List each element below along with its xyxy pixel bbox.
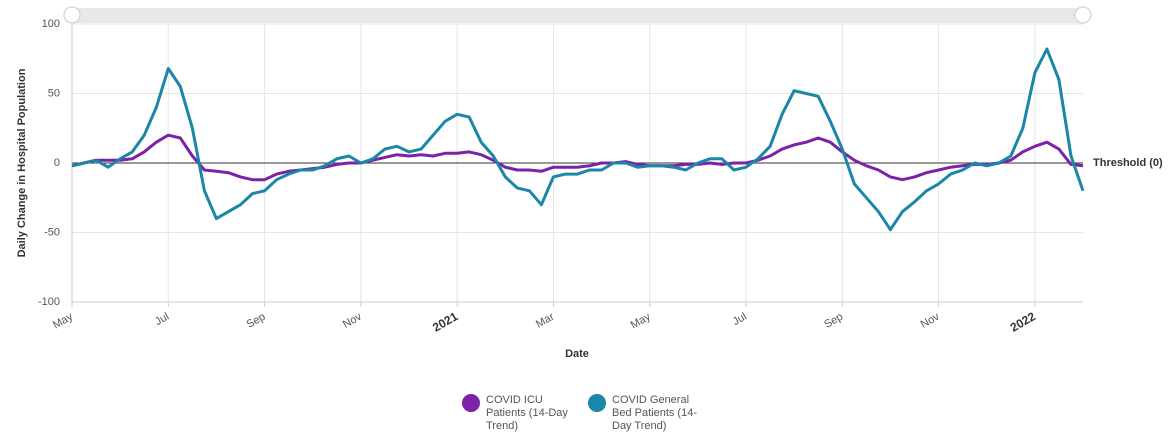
- x-tick-label: Mar: [534, 311, 557, 331]
- x-tick-label: Sep: [822, 311, 845, 331]
- navigator[interactable]: [64, 8, 1090, 23]
- threshold-label: Threshold (0): [1093, 157, 1163, 169]
- x-tick-label: Jul: [731, 311, 749, 328]
- legend-swatch: [462, 394, 480, 412]
- legend-item[interactable]: COVID ICU Patients (14-Day Trend): [462, 394, 578, 433]
- legend-label: COVID ICU Patients (14-Day Trend): [486, 394, 568, 432]
- y-tick-label: 100: [42, 18, 60, 30]
- legend-swatch: [588, 394, 606, 412]
- y-tick-label: -50: [44, 226, 60, 238]
- series-line: [71, 133, 1084, 182]
- x-tick-label: Nov: [919, 310, 942, 330]
- x-tick-label: May: [51, 310, 75, 331]
- x-tick-label: Sep: [245, 311, 268, 331]
- y-tick-label: -100: [38, 296, 60, 308]
- legend-item[interactable]: COVID General Bed Patients (14-Day Trend…: [588, 394, 704, 433]
- x-tick-label: Jul: [153, 311, 171, 328]
- y-tick-label: 0: [54, 157, 60, 169]
- y-axis-label: Daily Change in Hospital Population: [16, 68, 28, 257]
- x-tick-label: Nov: [341, 310, 364, 330]
- series-line: [71, 47, 1085, 232]
- legend-label: COVID General Bed Patients (14-Day Trend…: [612, 394, 697, 432]
- x-tick-label: 2021: [430, 309, 460, 335]
- x-tick-label: May: [629, 310, 653, 331]
- y-tick-label: 50: [48, 87, 60, 99]
- x-axis-label: Date: [565, 348, 589, 360]
- navigator-handle[interactable]: [1074, 6, 1092, 24]
- chart: Daily Change in Hospital Population Date…: [16, 6, 1163, 360]
- navigator-handle[interactable]: [63, 6, 81, 24]
- x-tick-label: 2022: [1008, 309, 1038, 335]
